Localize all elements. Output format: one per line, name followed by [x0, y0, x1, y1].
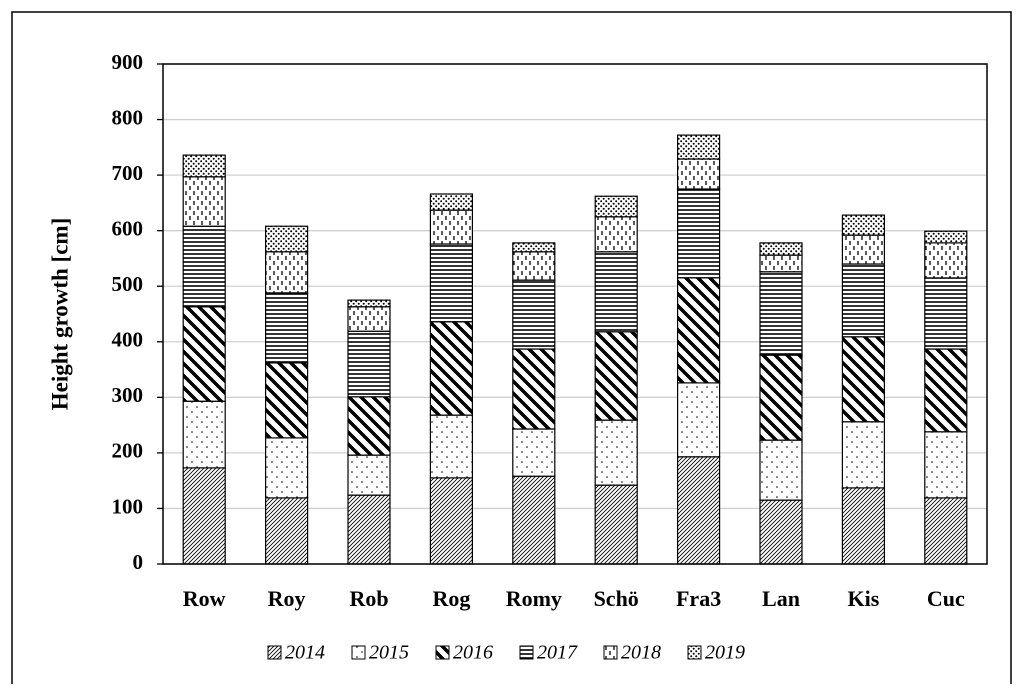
legend-label: 2014 [285, 642, 325, 664]
bar-segment [841, 487, 886, 565]
bar-segment [924, 497, 968, 565]
bar-segment [182, 225, 226, 308]
legend-swatch [519, 645, 534, 660]
bar-segment [429, 414, 473, 479]
bar-segment [347, 306, 391, 332]
bar-segment [924, 277, 968, 350]
x-tick-label: Row [183, 586, 226, 611]
y-tick-label: 300 [112, 383, 144, 407]
x-tick-label: Rog [432, 586, 470, 611]
y-tick-label: 600 [112, 216, 144, 240]
legend-swatch [435, 645, 450, 660]
bar-segment [759, 254, 803, 273]
bar-segment [512, 348, 556, 430]
y-axis-label: Height growth [cm] [47, 218, 72, 410]
bar-segment [594, 484, 638, 565]
bar-segment [182, 400, 226, 469]
bar-segment [265, 362, 309, 439]
x-tick-label: Romy [506, 586, 562, 611]
bar-segment [924, 242, 968, 279]
bar-segment [182, 306, 226, 402]
plot-frame [162, 63, 988, 565]
bar-segment [676, 382, 721, 458]
bar-segment [347, 396, 391, 456]
bar-segment [759, 271, 803, 356]
bar-segment [841, 214, 886, 236]
bar-segment [676, 158, 721, 190]
y-tick-label: 0 [133, 550, 144, 574]
bar-segment [347, 494, 391, 565]
x-tick-label: Kis [848, 586, 880, 611]
y-tick-label: 800 [112, 105, 144, 129]
bar-segment [924, 348, 968, 433]
legend-swatch [603, 645, 618, 660]
y-tick-label: 100 [112, 494, 144, 518]
bar-segment [182, 154, 226, 178]
bar-segment [512, 251, 556, 281]
bar-segment [265, 497, 309, 565]
legend-label: 2019 [705, 642, 745, 664]
bar-segment [182, 176, 226, 227]
bar-segment [512, 279, 556, 350]
bar-segment [841, 336, 886, 423]
x-tick-label: Lan [762, 586, 800, 611]
x-tick-label: Fra3 [676, 586, 721, 611]
bar-segment [182, 467, 226, 565]
legend-label: 2017 [537, 642, 578, 664]
x-tick-label: Schö [594, 586, 639, 611]
bar-segment [759, 354, 803, 441]
bar-segment [676, 456, 721, 565]
x-tick-label: Rob [349, 586, 388, 611]
legend-label: 2016 [453, 642, 493, 664]
bar-segment [429, 321, 473, 416]
bar-segment [759, 242, 803, 256]
x-tick-label: Roy [268, 586, 306, 611]
bar-segment [841, 263, 886, 338]
bar-segment [429, 209, 473, 245]
bar-segment [512, 242, 556, 253]
bar-segment [429, 193, 473, 211]
y-tick-label: 900 [112, 50, 144, 74]
legend-label: 2018 [621, 642, 661, 664]
bar-segment [924, 230, 968, 244]
bar-segment [512, 475, 556, 565]
x-tick-label: Cuc [927, 586, 965, 611]
bar-segment [594, 251, 638, 333]
bar-segment [265, 292, 309, 364]
bar-segment [759, 439, 803, 501]
bar-segment [594, 331, 638, 421]
legend-label: 2015 [369, 642, 409, 664]
bar-segment [759, 499, 803, 565]
bar-segment [841, 421, 886, 489]
bar-segment [265, 225, 309, 253]
bar-segment [594, 419, 638, 486]
y-tick-label: 400 [112, 328, 144, 352]
bar-segment [676, 188, 721, 279]
bar-segment [265, 437, 309, 499]
bar-segment [676, 134, 721, 160]
frame [11, 11, 1012, 684]
bar-segment [429, 243, 473, 323]
bar-segment [347, 454, 391, 496]
y-tick-label: 500 [112, 272, 144, 296]
bar-segment [512, 428, 556, 477]
bar-segment [676, 277, 721, 384]
bar-segment [347, 299, 391, 308]
legend-swatch [687, 645, 702, 660]
y-tick-label: 700 [112, 161, 144, 185]
legend-swatch [267, 645, 282, 660]
bar-segment [429, 477, 473, 565]
bar-segment [594, 195, 638, 218]
bar-segment [347, 330, 391, 398]
bar-segment [841, 234, 886, 265]
legend-swatch [351, 645, 366, 660]
y-tick-label: 200 [112, 439, 144, 463]
bar-segment [265, 251, 309, 294]
bar-segment [594, 216, 638, 253]
bar-segment [924, 431, 968, 499]
